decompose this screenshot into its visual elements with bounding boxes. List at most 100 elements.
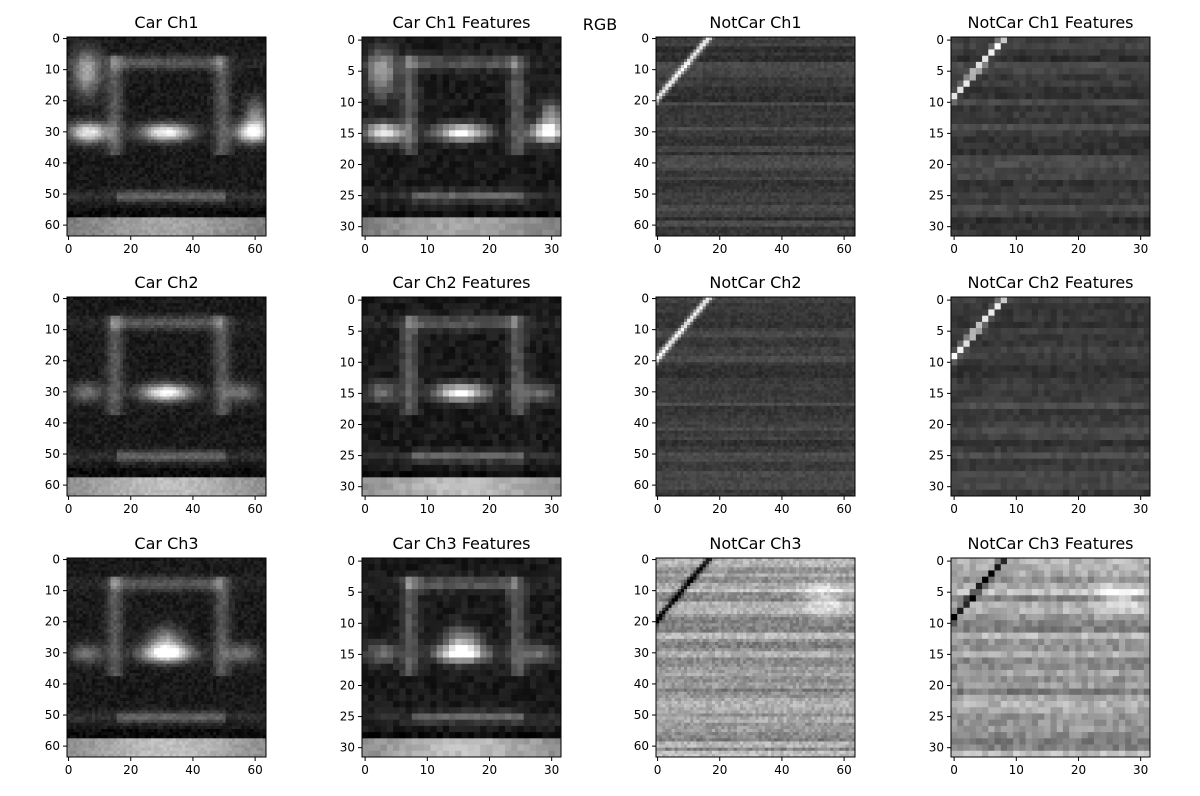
- heatmap-cell: [424, 118, 431, 125]
- heatmap-cell: [126, 202, 129, 205]
- heatmap-cell: [222, 180, 225, 183]
- heatmap-cell: [111, 77, 114, 80]
- heatmap-cell: [235, 174, 238, 177]
- heatmap-cell: [235, 37, 238, 40]
- heatmap-cell: [182, 121, 185, 124]
- heatmap-cell: [79, 143, 82, 146]
- heatmap-cell: [104, 196, 107, 199]
- heatmap-cell: [95, 183, 98, 186]
- heatmap-cell: [368, 105, 375, 112]
- heatmap-cell: [185, 149, 188, 152]
- heatmap-cell: [95, 158, 98, 161]
- heatmap-cell: [173, 171, 176, 174]
- heatmap-cell: [462, 62, 469, 69]
- heatmap-cell: [254, 49, 257, 52]
- heatmap-cell: [437, 43, 444, 50]
- heatmap-cell: [98, 121, 101, 124]
- heatmap-cell: [241, 186, 244, 189]
- heatmap-cell: [89, 62, 92, 65]
- heatmap-cell: [111, 46, 114, 49]
- heatmap-cell: [257, 164, 260, 167]
- heatmap-cell: [179, 121, 182, 124]
- heatmap-cell: [179, 46, 182, 49]
- heatmap-cell: [154, 118, 157, 121]
- heatmap-cell: [229, 186, 232, 189]
- heatmap-cell: [191, 186, 194, 189]
- heatmap-cell: [238, 68, 241, 71]
- heatmap-cell: [257, 118, 260, 121]
- heatmap-cell: [247, 196, 250, 199]
- heatmap-cell: [151, 199, 154, 202]
- heatmap-cell: [89, 115, 92, 118]
- heatmap-cell: [393, 62, 400, 69]
- heatmap-cell: [191, 71, 194, 74]
- heatmap-cell: [142, 115, 145, 118]
- heatmap-cell: [486, 168, 493, 175]
- heatmap-cell: [67, 74, 70, 77]
- heatmap-cell: [173, 115, 176, 118]
- heatmap-cell: [219, 130, 222, 133]
- heatmap-cell: [154, 102, 157, 105]
- heatmap-cell: [229, 115, 232, 118]
- heatmap-cell: [76, 140, 79, 143]
- heatmap-cell: [374, 105, 381, 112]
- heatmap-cell: [151, 127, 154, 130]
- heatmap-cell: [244, 56, 247, 59]
- heatmap-cell: [67, 155, 70, 158]
- heatmap-cell: [232, 202, 235, 205]
- heatmap-cell: [170, 53, 173, 56]
- heatmap-cell: [89, 227, 92, 230]
- heatmap-cell: [241, 115, 244, 118]
- heatmap-cell: [160, 118, 163, 121]
- heatmap-cell: [530, 143, 537, 150]
- heatmap-cell: [139, 202, 142, 205]
- heatmap-cell: [142, 53, 145, 56]
- heatmap-cell: [86, 112, 89, 115]
- heatmap-cell: [241, 102, 244, 105]
- heatmap-cell: [67, 56, 70, 59]
- heatmap-cell: [247, 49, 250, 52]
- heatmap-cell: [98, 152, 101, 155]
- heatmap-cell: [250, 124, 253, 127]
- heatmap-cell: [154, 158, 157, 161]
- heatmap-cell: [111, 217, 114, 220]
- heatmap-cell: [173, 158, 176, 161]
- heatmap-cell: [76, 62, 79, 65]
- heatmap-cell: [207, 196, 210, 199]
- heatmap-cell: [216, 84, 219, 87]
- heatmap-cell: [198, 121, 201, 124]
- heatmap-cell: [157, 121, 160, 124]
- heatmap-cell: [254, 105, 257, 108]
- heatmap-cell: [70, 214, 73, 217]
- heatmap-cell: [139, 68, 142, 71]
- heatmap-cell: [257, 124, 260, 127]
- heatmap-cell: [142, 77, 145, 80]
- heatmap-cell: [98, 112, 101, 115]
- heatmap-cell: [173, 183, 176, 186]
- heatmap-cell: [179, 149, 182, 152]
- heatmap-cell: [95, 115, 98, 118]
- heatmap-cell: [399, 180, 406, 187]
- heatmap-cell: [176, 121, 179, 124]
- heatmap-cell: [387, 105, 394, 112]
- heatmap-cell: [145, 196, 148, 199]
- heatmap-cell: [381, 87, 388, 94]
- heatmap-cell: [219, 127, 222, 130]
- heatmap-cell: [198, 93, 201, 96]
- heatmap-cell: [393, 68, 400, 75]
- heatmap-cell: [104, 146, 107, 149]
- heatmap-cell: [173, 96, 176, 99]
- heatmap-cell: [173, 127, 176, 130]
- heatmap-cell: [173, 177, 176, 180]
- heatmap-cell: [73, 40, 76, 43]
- heatmap-cell: [111, 59, 114, 62]
- heatmap-cell: [123, 196, 126, 199]
- heatmap-cell: [250, 109, 253, 112]
- heatmap-cell: [83, 161, 86, 164]
- heatmap-cell: [132, 68, 135, 71]
- heatmap-cell: [216, 74, 219, 77]
- heatmap-cell: [132, 224, 135, 227]
- heatmap-cell: [76, 77, 79, 80]
- heatmap-cell: [517, 49, 524, 56]
- heatmap-cell: [486, 49, 493, 56]
